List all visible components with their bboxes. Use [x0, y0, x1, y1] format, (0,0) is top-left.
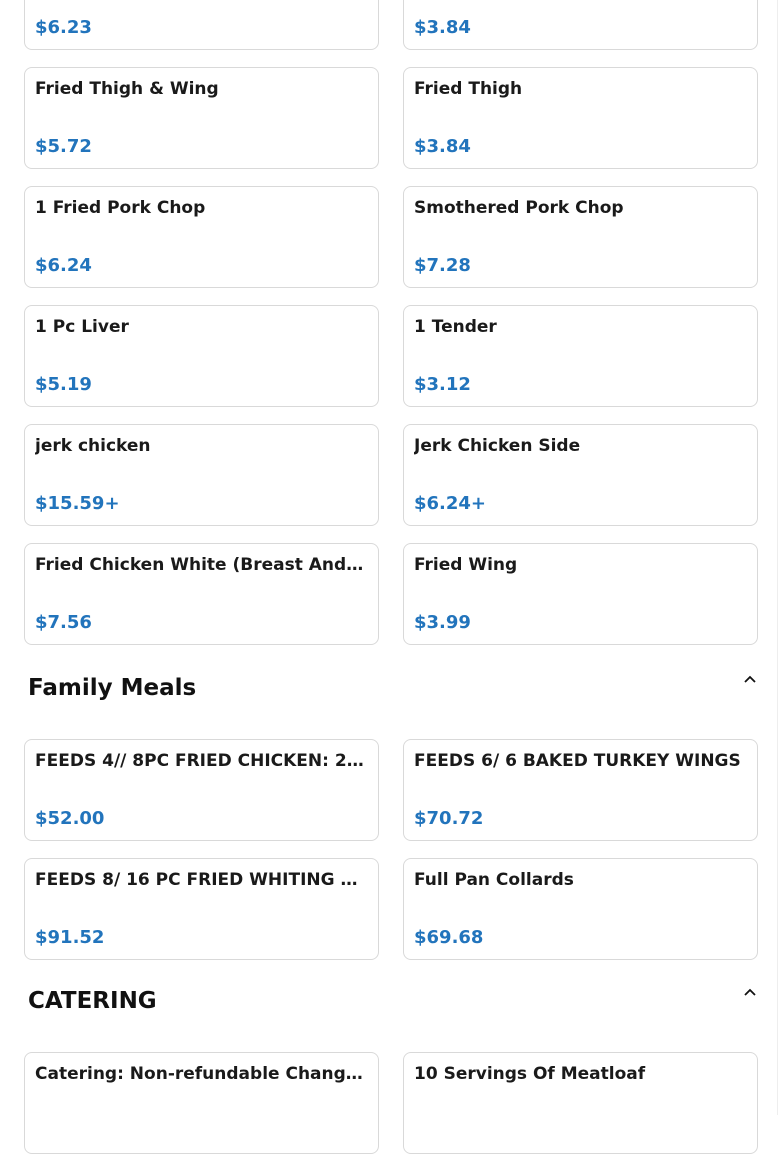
menu-item-card[interactable]: FEEDS 4// 8PC FRIED CHICKEN: 2 SIDES $52.… [24, 739, 379, 841]
item-name: 1 Pc Liver [35, 317, 129, 337]
menu-item-card[interactable]: 1 Fried Pork Chop $6.24 [24, 186, 379, 288]
menu-item-card[interactable]: $3.84 [403, 0, 758, 50]
menu-item-card[interactable]: 1 Tender $3.12 [403, 305, 758, 407]
item-name: FEEDS 8/ 16 PC FRIED WHITING 2 SIDES [35, 870, 368, 890]
section-title: CATERING [28, 988, 157, 1014]
scrollbar[interactable] [777, 0, 778, 1115]
item-name: 1 Tender [414, 317, 497, 337]
menu-item-card[interactable]: FEEDS 6/ 6 BAKED TURKEY WINGS $70.72 [403, 739, 758, 841]
item-price: $52.00 [35, 808, 105, 829]
item-price: $7.28 [414, 255, 471, 276]
item-price: $6.24+ [414, 493, 487, 514]
item-name: Fried Thigh & Wing [35, 79, 219, 99]
item-name: jerk chicken [35, 436, 151, 456]
item-price: $91.52 [35, 927, 105, 948]
menu-item-card[interactable]: FEEDS 8/ 16 PC FRIED WHITING 2 SIDES $91.… [24, 858, 379, 960]
menu-item-card[interactable]: jerk chicken $15.59+ [24, 424, 379, 526]
item-price: $3.12 [414, 374, 471, 395]
item-price: $7.56 [35, 612, 92, 633]
item-price: $15.59+ [35, 493, 120, 514]
item-name: FEEDS 4// 8PC FRIED CHICKEN: 2 SIDES [35, 751, 368, 771]
catering-grid: Catering: Non-refundable Change Fee 10 Se… [24, 1052, 758, 1154]
section-header-catering[interactable]: CATERING [28, 981, 758, 1021]
item-price: $6.23 [35, 17, 92, 38]
menu-item-card[interactable]: Fried Thigh $3.84 [403, 67, 758, 169]
item-name: Fried Thigh [414, 79, 523, 99]
item-name: 10 Servings Of Meatloaf [414, 1064, 646, 1084]
chevron-up-icon[interactable] [742, 985, 758, 1001]
menu-items-grid: $6.23 $3.84 Fried Thigh & Wing $5.72 Fried T… [24, 0, 758, 645]
item-price: $6.24 [35, 255, 92, 276]
menu-item-card[interactable]: Smothered Pork Chop $7.28 [403, 186, 758, 288]
menu-item-card[interactable]: $6.23 [24, 0, 379, 50]
item-name: 1 Fried Pork Chop [35, 198, 206, 218]
item-price: $3.99 [414, 612, 471, 633]
menu-item-card[interactable]: Fried Thigh & Wing $5.72 [24, 67, 379, 169]
item-price: $70.72 [414, 808, 484, 829]
item-name: Catering: Non-refundable Change Fee [35, 1064, 368, 1084]
item-price: $69.68 [414, 927, 484, 948]
item-name: Smothered Pork Chop [414, 198, 624, 218]
menu-item-card[interactable]: Catering: Non-refundable Change Fee [24, 1052, 379, 1154]
menu-item-card[interactable]: Full Pan Collards $69.68 [403, 858, 758, 960]
section-header-family-meals[interactable]: Family Meals [28, 668, 758, 708]
menu-item-card[interactable]: Jerk Chicken Side $6.24+ [403, 424, 758, 526]
item-name: Fried Chicken White (Breast And Wing) [35, 555, 368, 575]
item-price: $3.84 [414, 136, 471, 157]
item-name: FEEDS 6/ 6 BAKED TURKEY WINGS [414, 751, 741, 771]
menu-item-card[interactable]: 1 Pc Liver $5.19 [24, 305, 379, 407]
menu-item-card[interactable]: Fried Chicken White (Breast And Wing) $7.… [24, 543, 379, 645]
item-name: Full Pan Collards [414, 870, 574, 890]
menu-item-card[interactable]: Fried Wing $3.99 [403, 543, 758, 645]
item-price: $5.19 [35, 374, 92, 395]
item-price: $5.72 [35, 136, 92, 157]
chevron-up-icon[interactable] [742, 672, 758, 688]
family-meals-grid: FEEDS 4// 8PC FRIED CHICKEN: 2 SIDES $52.… [24, 739, 758, 960]
section-title: Family Meals [28, 675, 197, 701]
menu-item-card[interactable]: 10 Servings Of Meatloaf [403, 1052, 758, 1154]
item-name: Fried Wing [414, 555, 518, 575]
item-price: $3.84 [414, 17, 471, 38]
item-name: Jerk Chicken Side [414, 436, 581, 456]
